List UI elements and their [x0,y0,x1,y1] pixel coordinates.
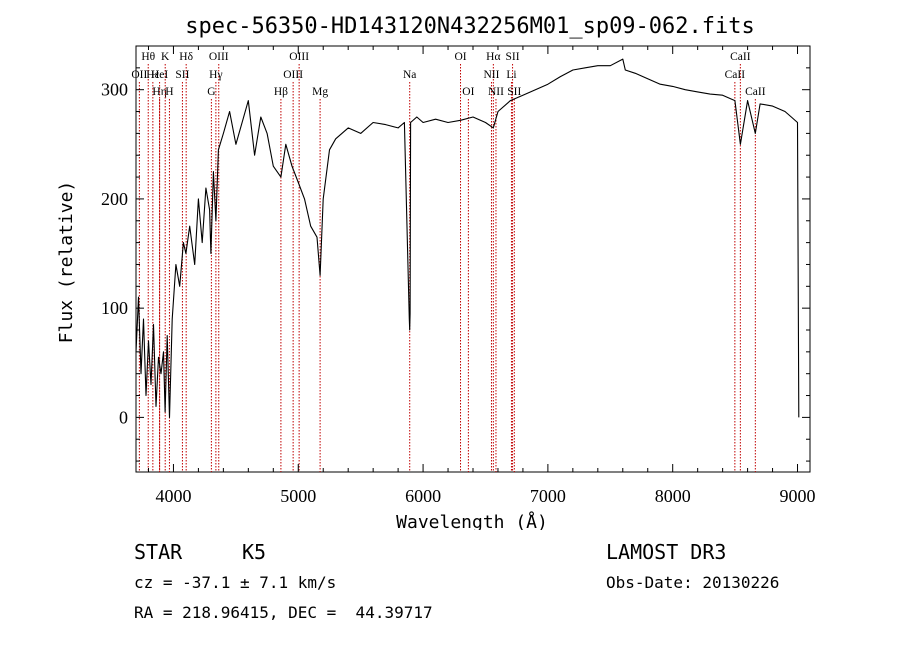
line-marker-label: CaII [730,51,751,63]
line-marker-label: CaII [745,86,766,98]
line-marker-label: Hγ [209,69,222,81]
line-marker-label: Hδ [179,51,193,63]
obs-date: Obs-Date: 20130226 [606,573,780,592]
line-marker-label: OIII [209,51,229,63]
line-marker-label: Hθ [141,51,155,63]
line-marker-label: SII [175,69,189,81]
line-marker-label: Li [506,69,516,81]
x-tick-label: 5000 [280,486,316,506]
x-tick-label: 6000 [405,486,441,506]
line-marker-label: H [165,86,173,98]
line-marker-label: OI [454,51,466,63]
object-class: STAR [134,540,183,564]
line-marker-label: G [207,86,215,98]
line-marker-label: OIII [283,69,303,81]
x-tick-label: 8000 [655,486,691,506]
axis-ticks: 4000 5000 6000 7000 8000 9000 0 100 200 300 [101,45,816,506]
line-marker-label: OI [462,86,474,98]
flux-series-line [135,58,800,418]
line-marker-label: Mg [312,86,328,98]
line-marker-label: Hα [486,51,500,63]
x-tick-label: 4000 [155,486,191,506]
y-axis-label: Flux (relative) [56,181,77,344]
coordinates: RA = 218.96415, DEC = 44.39717 [134,603,433,622]
series-layer [135,58,800,418]
chart-title: spec-56350-HD143120N432256M01_sp09-062.f… [185,14,755,39]
line-marker-label: HeI [151,69,168,81]
line-marker-label: SII [506,51,520,63]
x-tick-label: 9000 [780,486,816,506]
line-marker-label: SII [507,86,521,98]
y-tick-label: 200 [101,189,128,209]
line-marker-label: Hβ [274,86,288,98]
x-tick-label: 7000 [530,486,566,506]
redshift-text: cz = -37.1 ± 7.1 km/s [134,573,337,592]
x-axis-label: Wavelength (Å) [396,511,548,530]
survey-label: LAMOST DR3 [606,540,727,564]
y-tick-label: 300 [101,80,128,100]
line-marker-label: OII [131,69,147,81]
line-marker-label: Na [403,69,416,81]
line-marker-label: CaII [725,69,746,81]
line-marker-label: NII [483,69,499,81]
plot-frame [135,45,811,473]
line-marker-label: NII [488,86,504,98]
y-tick-label: 100 [101,298,128,318]
object-subclass: K5 [242,540,267,564]
y-tick-label: 0 [119,407,128,427]
line-marker-label: OIII [289,51,309,63]
spectrum-chart: spec-56350-HD143120N432256M01_sp09-062.f… [56,14,816,530]
line-marker-label: Hε [146,69,159,81]
line-marker-label: K [161,51,170,63]
